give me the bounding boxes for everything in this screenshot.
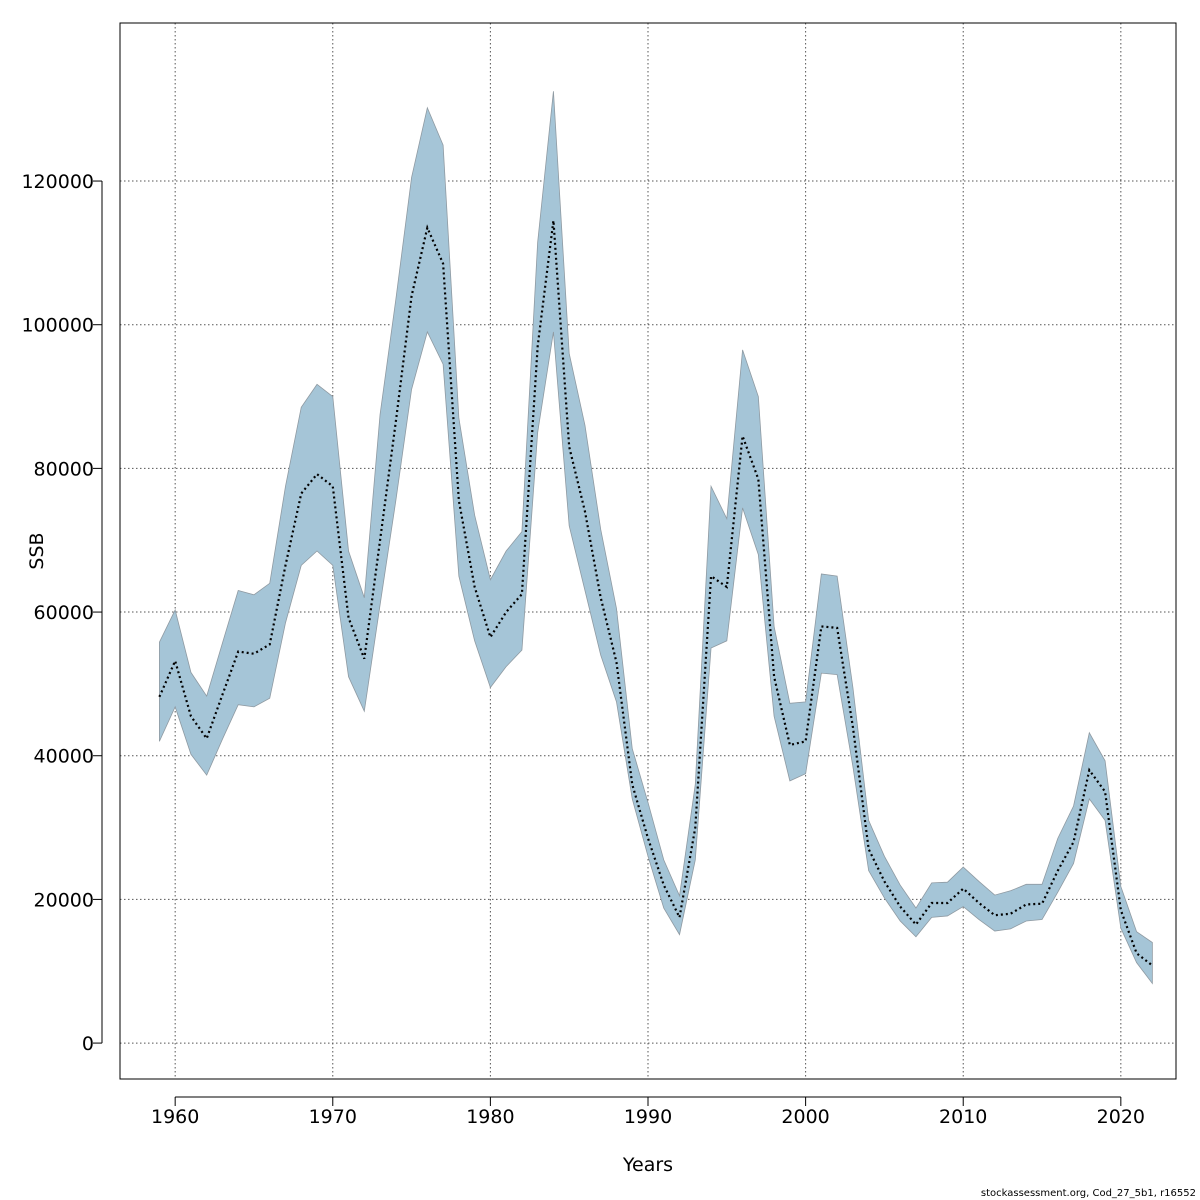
x-tick-label-2000: 2000 xyxy=(781,1106,829,1128)
y-tick-label-0: 0 xyxy=(82,1033,94,1055)
footer-credit: stockassessment.org, Cod_27_5b1, r16552 xyxy=(980,1188,1196,1199)
x-axis-title: Years xyxy=(622,1154,673,1176)
x-tick-label-1960: 1960 xyxy=(151,1106,199,1128)
x-tick-label-2020: 2020 xyxy=(1097,1106,1145,1128)
y-axis-title: SSB xyxy=(26,532,48,569)
x-tick-label-1990: 1990 xyxy=(624,1106,672,1128)
y-tick-label-40000: 40000 xyxy=(34,746,94,768)
y-tick-label-60000: 60000 xyxy=(34,602,94,624)
confidence-band xyxy=(159,91,1153,985)
y-tick-label-120000: 120000 xyxy=(21,171,94,193)
plot-frame xyxy=(119,22,1177,1080)
y-tick-label-80000: 80000 xyxy=(34,458,94,480)
y-tick-label-20000: 20000 xyxy=(34,889,94,911)
y-axis: 0 20000 40000 60000 80000 100000 120000 xyxy=(21,171,103,1055)
x-tick-label-2010: 2010 xyxy=(939,1106,987,1128)
x-tick-label-1980: 1980 xyxy=(466,1106,514,1128)
x-tick-label-1970: 1970 xyxy=(309,1106,357,1128)
y-tick-label-100000: 100000 xyxy=(21,315,94,337)
x-axis: 1960 1970 1980 1990 2000 2010 2020 xyxy=(151,1096,1145,1128)
